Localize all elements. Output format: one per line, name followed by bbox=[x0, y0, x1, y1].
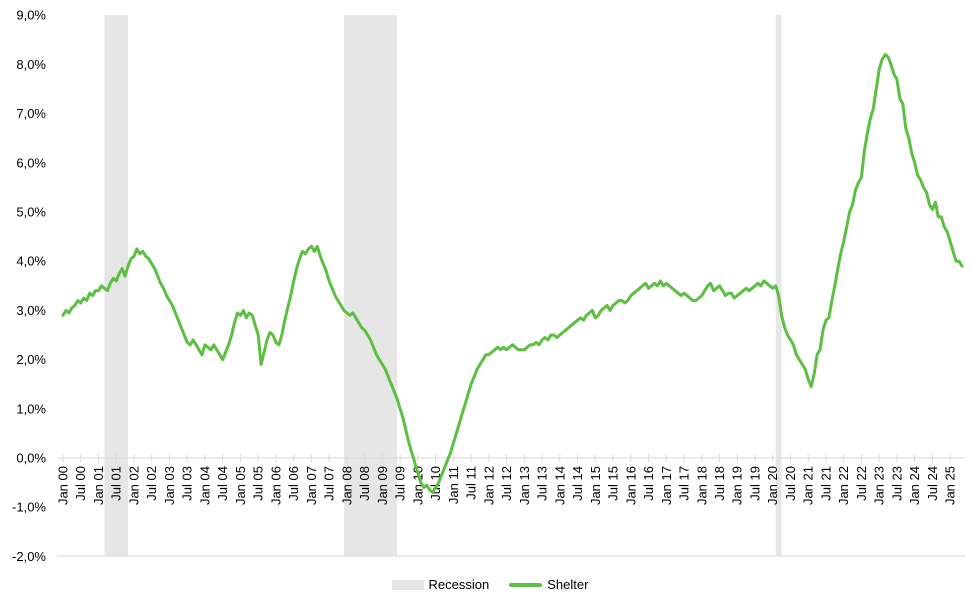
x-tick-label: Jan 24 bbox=[907, 466, 922, 505]
y-tick-label: 2,0% bbox=[16, 352, 46, 367]
x-tick-label: Jul 05 bbox=[251, 466, 266, 501]
x-tick-label: Jul 12 bbox=[499, 466, 514, 501]
x-tick-label: Jul 06 bbox=[286, 466, 301, 501]
y-tick-label: 0,0% bbox=[16, 451, 46, 466]
x-tick-label: Jan 21 bbox=[801, 466, 816, 505]
x-tick-label: Jul 02 bbox=[144, 466, 159, 501]
x-tick-label: Jul 11 bbox=[464, 466, 479, 500]
x-tick-label: Jul 00 bbox=[73, 466, 88, 501]
chart-legend: Recession Shelter bbox=[0, 577, 980, 592]
x-tick-label: Jan 03 bbox=[162, 466, 177, 505]
x-tick-label: Jul 22 bbox=[854, 466, 869, 501]
x-tick-label: Jul 08 bbox=[357, 466, 372, 501]
x-tick-label: Jul 23 bbox=[889, 466, 904, 501]
x-tick-label: Jan 14 bbox=[552, 466, 567, 505]
x-tick-label: Jan 09 bbox=[375, 466, 390, 505]
x-tick-label: Jan 05 bbox=[233, 466, 248, 505]
x-tick-label: Jan 06 bbox=[268, 466, 283, 505]
x-tick-label: Jan 02 bbox=[126, 466, 141, 505]
x-tick-label: Jan 12 bbox=[481, 466, 496, 505]
x-tick-label: Jul 24 bbox=[925, 466, 940, 501]
x-tick-label: Jul 04 bbox=[215, 466, 230, 501]
x-tick-label: Jan 23 bbox=[872, 466, 887, 505]
y-tick-label: 4,0% bbox=[16, 254, 46, 269]
legend-label-shelter: Shelter bbox=[547, 577, 589, 592]
x-tick-label: Jul 19 bbox=[747, 466, 762, 501]
y-tick-label: -2,0% bbox=[12, 549, 46, 564]
y-tick-label: 3,0% bbox=[16, 303, 46, 318]
x-tick-label: Jul 03 bbox=[180, 466, 195, 501]
x-tick-label: Jul 09 bbox=[393, 466, 408, 501]
x-tick-label: Jan 25 bbox=[943, 466, 958, 505]
recession-band bbox=[343, 15, 398, 556]
x-tick-label: Jan 00 bbox=[56, 466, 71, 505]
y-tick-label: 9,0% bbox=[16, 8, 46, 23]
x-tick-label: Jan 01 bbox=[91, 466, 106, 505]
x-tick-label: Jul 01 bbox=[109, 466, 124, 501]
legend-label-recession: Recession bbox=[428, 577, 490, 592]
y-tick-label: 8,0% bbox=[16, 57, 46, 72]
x-tick-label: Jul 20 bbox=[783, 466, 798, 501]
recession-band bbox=[104, 15, 129, 556]
x-tick-label: Jan 13 bbox=[517, 466, 532, 505]
x-tick-label: Jan 11 bbox=[446, 466, 461, 504]
x-tick-label: Jul 16 bbox=[641, 466, 656, 501]
x-tick-label: Jul 15 bbox=[606, 466, 621, 501]
x-tick-label: Jan 16 bbox=[623, 466, 638, 505]
legend-item-shelter[interactable]: Shelter bbox=[509, 577, 588, 592]
x-tick-label: Jul 14 bbox=[570, 466, 585, 501]
recession-band bbox=[775, 15, 782, 556]
recession-swatch-icon bbox=[391, 579, 424, 590]
y-tick-label: 1,0% bbox=[16, 401, 46, 416]
x-tick-label: Jan 04 bbox=[197, 466, 212, 505]
x-tick-label: Jul 10 bbox=[428, 466, 443, 501]
x-tick-label: Jul 21 bbox=[818, 466, 833, 501]
x-tick-label: Jan 19 bbox=[730, 466, 745, 505]
x-tick-label: Jul 17 bbox=[677, 466, 692, 501]
y-tick-label: 6,0% bbox=[16, 155, 46, 170]
x-tick-label: Jan 07 bbox=[304, 466, 319, 505]
x-tick-label: Jan 08 bbox=[339, 466, 354, 505]
y-tick-label: -1,0% bbox=[12, 500, 46, 515]
shelter-line-swatch-icon bbox=[509, 582, 543, 587]
x-tick-label: Jan 17 bbox=[659, 466, 674, 505]
x-tick-label: Jul 18 bbox=[712, 466, 727, 501]
x-tick-label: Jul 07 bbox=[322, 466, 337, 501]
shelter-series-line bbox=[61, 53, 964, 494]
x-tick-label: Jul 13 bbox=[535, 466, 550, 501]
y-tick-label: 5,0% bbox=[16, 205, 46, 220]
x-tick-label: Jan 18 bbox=[694, 466, 709, 505]
legend-item-recession[interactable]: Recession bbox=[391, 577, 490, 592]
x-tick-label: Jan 10 bbox=[410, 466, 425, 505]
y-tick-label: 7,0% bbox=[16, 106, 46, 121]
x-tick-label: Jan 22 bbox=[836, 466, 851, 505]
x-tick-label: Jan 20 bbox=[765, 466, 780, 505]
x-tick-label: Jan 15 bbox=[588, 466, 603, 505]
